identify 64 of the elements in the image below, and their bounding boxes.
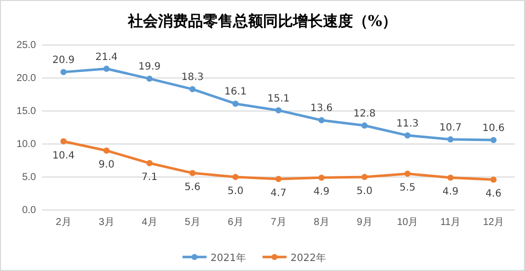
point [490,176,497,183]
data-label: 10.6 [482,123,505,134]
data-label: 20.9 [52,55,75,66]
legend-label: 2021年 [210,252,246,264]
point [60,68,67,76]
x-tick-label: 2月 [56,217,72,228]
data-label: 5.6 [184,182,200,194]
data-label: 5.5 [400,182,416,194]
data-label: 5.0 [356,186,372,197]
data-label: 7.1 [142,172,158,184]
point [189,170,196,176]
data-label: 19.9 [138,62,161,73]
point [318,174,325,181]
data-label: 4.7 [270,188,286,199]
x-tick-label: 12月 [482,217,504,228]
data-label: 15.1 [267,93,290,104]
data-label: 5.0 [228,186,244,197]
point [146,160,153,166]
point [275,107,282,114]
point [361,122,368,129]
point [146,76,153,82]
data-label: 10.7 [439,122,462,134]
data-label: 9.0 [98,160,114,171]
point [404,170,411,177]
point [275,176,282,182]
point [232,174,239,180]
x-tick-label: 4月 [142,217,158,228]
point [447,174,454,181]
x-tick-label: 7月 [270,217,286,228]
y-tick-label: 5.0 [22,172,36,184]
x-tick-label: 8月 [314,217,330,228]
x-tick-label: 3月 [98,217,114,228]
data-label: 12.8 [353,108,376,120]
y-tick-label: 15.0 [16,106,36,118]
point [361,174,368,180]
point [318,117,325,124]
legend-label: 2022年 [290,252,326,264]
point [103,148,110,154]
data-label: 18.3 [181,72,204,84]
x-tick-label: 6月 [228,217,244,228]
x-tick-label: 10月 [396,217,418,228]
data-label: 4.9 [314,186,330,198]
point [103,66,110,72]
x-tick-label: 9月 [356,217,372,228]
y-tick-label: 20.0 [16,73,36,84]
x-tick-label: 5月 [184,217,200,228]
data-label: 4.6 [486,188,502,200]
data-label: 16.1 [224,86,247,98]
point [404,132,411,139]
y-tick-label: 25.0 [16,40,36,52]
point [232,100,239,107]
data-label: 11.3 [396,118,419,130]
point [60,138,67,144]
data-label: 10.4 [52,150,75,162]
data-label: 13.6 [310,103,333,114]
chart-title: 社会消费品零售总额同比增长速度（%） [126,12,398,30]
point [189,86,196,92]
data-label: 21.4 [95,52,118,63]
data-label: 4.9 [442,186,458,198]
y-tick-label: 0.0 [22,205,36,216]
point [447,136,454,142]
x-tick-label: 11月 [440,217,461,228]
point [490,136,497,144]
y-tick-label: 10.0 [16,139,36,150]
